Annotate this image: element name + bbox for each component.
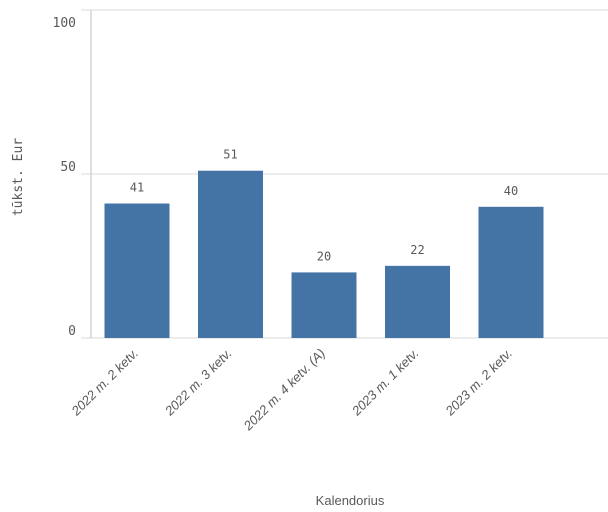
- y-tick-label: 100: [53, 16, 76, 31]
- bar[interactable]: [478, 206, 544, 338]
- bar[interactable]: [104, 203, 170, 338]
- data-labels: 41 51 20 22 40: [130, 148, 518, 264]
- data-label: 22: [410, 243, 424, 257]
- bar[interactable]: [291, 272, 357, 338]
- data-label: 20: [317, 249, 331, 263]
- x-tick-label: 2022 m. 3 ketv.: [161, 346, 234, 419]
- y-axis-title: tūkst. Eur: [11, 138, 26, 216]
- data-label: 40: [504, 184, 518, 198]
- x-axis-title: Kalendorius: [316, 493, 385, 508]
- y-tick-labels: 0 50 100: [53, 16, 76, 339]
- bar[interactable]: [198, 170, 263, 338]
- x-tick-label: 2022 m. 4 ketv. (A): [240, 346, 328, 434]
- data-label: 41: [130, 181, 144, 195]
- x-tick-label: 2023 m. 2 ketv.: [442, 346, 515, 419]
- x-tick-label: 2022 m. 2 ketv.: [68, 346, 141, 419]
- x-tick-label: 2023 m. 1 ketv.: [348, 346, 421, 419]
- bars: [104, 170, 544, 338]
- y-tick-label: 0: [68, 324, 76, 339]
- data-label: 51: [223, 148, 237, 162]
- bar[interactable]: [385, 265, 450, 338]
- x-tick-labels: 2022 m. 2 ketv. 2022 m. 3 ketv. 2022 m. 4 …: [68, 346, 515, 434]
- y-tick-label: 50: [60, 160, 76, 175]
